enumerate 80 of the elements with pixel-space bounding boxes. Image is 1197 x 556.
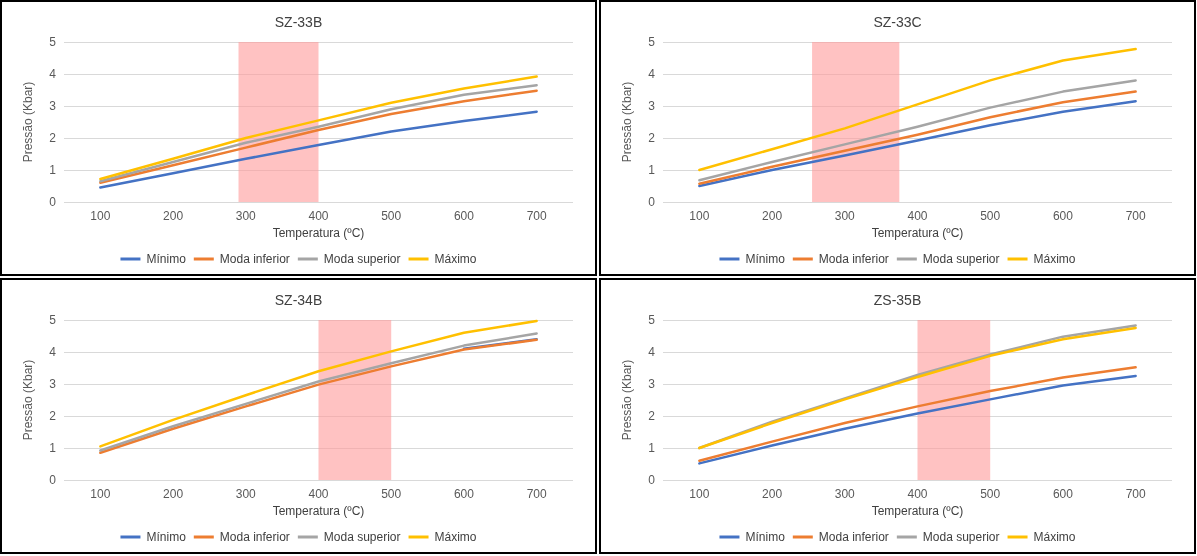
x-tick-label: 700 bbox=[1125, 487, 1146, 501]
x-tick-label: 600 bbox=[453, 487, 475, 501]
legend-label: Moda superior bbox=[323, 530, 401, 544]
chart-title: ZS-35B bbox=[873, 292, 922, 308]
y-tick-label: 5 bbox=[49, 313, 57, 327]
y-axis-title: Pressão (Kbar) bbox=[21, 359, 35, 441]
y-tick-label: 4 bbox=[648, 345, 656, 359]
x-tick-label: 400 bbox=[308, 209, 329, 223]
legend-label: Máximo bbox=[434, 252, 477, 266]
legend-label: Moda superior bbox=[323, 252, 401, 266]
x-tick-label: 600 bbox=[1052, 209, 1074, 223]
x-tick-label: 100 bbox=[90, 209, 111, 223]
legend-label: Mínimo bbox=[745, 530, 786, 544]
y-tick-label: 1 bbox=[49, 441, 57, 455]
y-tick-label: 3 bbox=[648, 377, 656, 391]
chart-title: SZ-33B bbox=[274, 14, 323, 30]
y-tick-label: 2 bbox=[648, 409, 656, 423]
x-tick-label: 700 bbox=[526, 209, 547, 223]
x-tick-label: 400 bbox=[308, 487, 329, 501]
x-tick-label: 200 bbox=[762, 487, 783, 501]
x-tick-label: 500 bbox=[980, 487, 1001, 501]
y-tick-label: 1 bbox=[648, 163, 656, 177]
y-tick-label: 3 bbox=[648, 99, 656, 113]
x-axis-title: Temperatura (ºC) bbox=[871, 225, 964, 240]
y-tick-label: 5 bbox=[648, 313, 656, 327]
legend-label: Moda superior bbox=[922, 530, 1000, 544]
legend-label: Moda superior bbox=[922, 252, 1000, 266]
legend-label: Máximo bbox=[1033, 252, 1076, 266]
y-tick-label: 0 bbox=[648, 473, 656, 487]
x-axis-title: Temperatura (ºC) bbox=[272, 503, 365, 518]
x-tick-label: 100 bbox=[689, 209, 710, 223]
y-axis-title: Pressão (Kbar) bbox=[620, 359, 634, 441]
x-tick-label: 600 bbox=[1052, 487, 1074, 501]
x-tick-label: 100 bbox=[90, 487, 111, 501]
y-tick-label: 2 bbox=[49, 409, 57, 423]
x-tick-label: 500 bbox=[381, 209, 402, 223]
y-axis-title: Pressão (Kbar) bbox=[21, 81, 35, 163]
legend-label: Moda inferior bbox=[219, 252, 290, 266]
y-tick-label: 0 bbox=[49, 195, 57, 209]
x-tick-label: 300 bbox=[235, 209, 257, 223]
y-tick-label: 4 bbox=[648, 67, 656, 81]
y-tick-label: 5 bbox=[648, 35, 656, 49]
x-tick-label: 700 bbox=[526, 487, 547, 501]
x-tick-label: 200 bbox=[762, 209, 783, 223]
x-tick-label: 200 bbox=[163, 487, 184, 501]
y-axis-title: Pressão (Kbar) bbox=[620, 81, 634, 163]
y-tick-label: 1 bbox=[49, 163, 57, 177]
x-axis-title: Temperatura (ºC) bbox=[272, 225, 365, 240]
legend-label: Moda inferior bbox=[219, 530, 290, 544]
x-tick-label: 300 bbox=[834, 209, 856, 223]
chart-title: SZ-33C bbox=[873, 14, 922, 30]
legend-label: Mínimo bbox=[146, 530, 187, 544]
x-axis-title: Temperatura (ºC) bbox=[871, 503, 964, 518]
x-tick-label: 400 bbox=[907, 487, 928, 501]
y-tick-label: 4 bbox=[49, 345, 57, 359]
y-tick-label: 0 bbox=[648, 195, 656, 209]
legend-label: Mínimo bbox=[146, 252, 187, 266]
x-tick-label: 600 bbox=[453, 209, 475, 223]
y-tick-label: 3 bbox=[49, 377, 57, 391]
y-tick-label: 5 bbox=[49, 35, 57, 49]
x-tick-label: 300 bbox=[834, 487, 856, 501]
y-tick-label: 2 bbox=[648, 131, 656, 145]
chart-title: SZ-34B bbox=[274, 292, 323, 308]
x-tick-label: 200 bbox=[163, 209, 184, 223]
y-tick-label: 1 bbox=[648, 441, 656, 455]
x-tick-label: 300 bbox=[235, 487, 257, 501]
x-tick-label: 500 bbox=[980, 209, 1001, 223]
legend-label: Moda inferior bbox=[818, 252, 889, 266]
x-tick-label: 100 bbox=[689, 487, 710, 501]
y-tick-label: 0 bbox=[49, 473, 57, 487]
x-tick-label: 500 bbox=[381, 487, 402, 501]
y-tick-label: 3 bbox=[49, 99, 57, 113]
x-tick-label: 400 bbox=[907, 209, 928, 223]
legend-label: Máximo bbox=[1033, 530, 1076, 544]
y-tick-label: 4 bbox=[49, 67, 57, 81]
legend-label: Mínimo bbox=[745, 252, 786, 266]
legend-label: Máximo bbox=[434, 530, 477, 544]
y-tick-label: 2 bbox=[49, 131, 57, 145]
x-tick-label: 700 bbox=[1125, 209, 1146, 223]
legend-label: Moda inferior bbox=[818, 530, 889, 544]
